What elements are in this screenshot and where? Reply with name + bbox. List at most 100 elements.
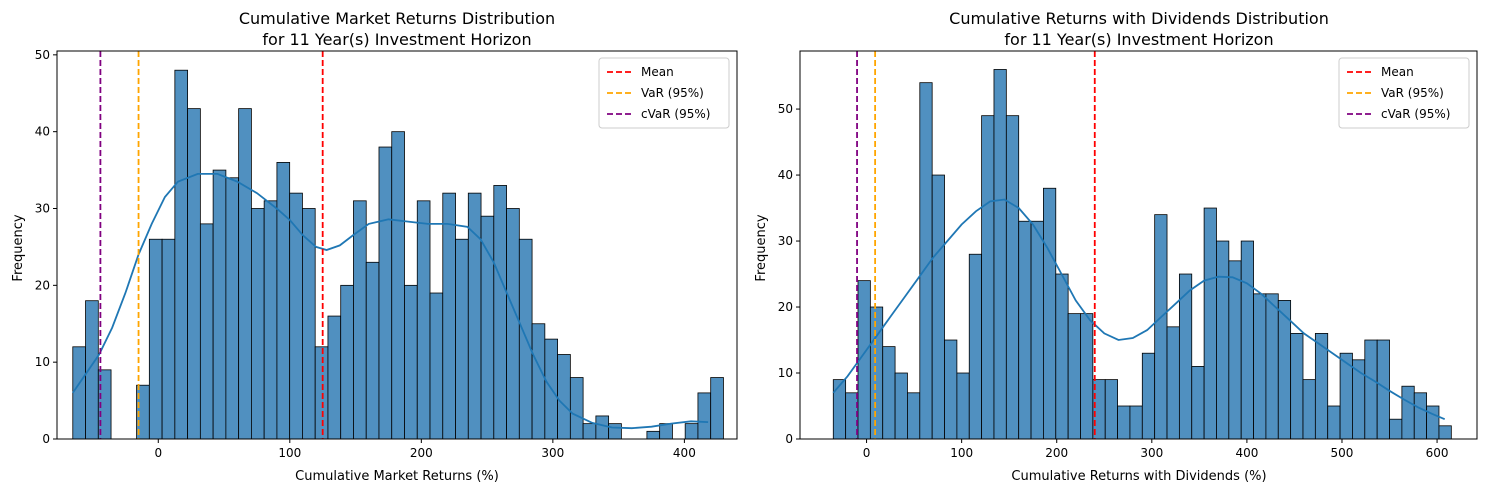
histogram-bar: [455, 238, 469, 440]
histogram-bar: [1104, 379, 1118, 440]
histogram-bar: [1141, 352, 1156, 440]
histogram-bar: [1191, 366, 1205, 440]
histogram-bar: [1327, 405, 1341, 440]
histogram-bar: [646, 430, 661, 440]
histogram-bar: [442, 192, 456, 440]
plot-area: 0 100 200 300 400 500 600 0 10 20 30 40 50 Mean VaR (9…: [778, 50, 1478, 460]
histogram-bar: [353, 200, 367, 440]
histogram-bar: [493, 185, 507, 440]
legend-label: VaR (95%): [1381, 86, 1444, 100]
histogram-bar: [263, 200, 278, 440]
chart-returns-with-dividends: Cumulative Returns with Dividends Distri…: [754, 9, 1478, 484]
y-axis-label: Frequency: [11, 214, 26, 281]
histogram-bar: [238, 108, 252, 440]
x-tick-label: 400: [673, 446, 696, 460]
histogram-bar: [907, 392, 921, 440]
chart-title-line1: Cumulative Returns with Dividends Distri…: [949, 9, 1329, 28]
axes-frame: [799, 50, 1478, 440]
y-tick-label: 50: [35, 48, 50, 62]
legend-label: cVaR (95%): [641, 107, 710, 121]
histogram-bar: [595, 415, 610, 440]
y-tick-label: 30: [35, 202, 50, 216]
x-tick-label: 100: [278, 446, 301, 460]
histogram-bar: [1228, 260, 1242, 440]
x-tick-label: 100: [950, 446, 973, 460]
y-tick-label: 0: [785, 432, 793, 446]
histogram-bar: [1030, 220, 1044, 440]
axes-frame: [56, 50, 738, 440]
histogram-bar: [1277, 300, 1292, 440]
histogram-bar: [1154, 214, 1168, 440]
histogram-bar: [944, 339, 958, 440]
histogram-bar: [569, 377, 584, 440]
histogram-bar: [212, 169, 227, 440]
histogram-bar: [506, 208, 520, 440]
histogram-bar: [404, 284, 418, 440]
histogram-bar: [931, 174, 945, 440]
x-tick-label: 200: [1045, 446, 1068, 460]
histogram-bar: [869, 306, 884, 440]
histogram-bar: [340, 284, 354, 440]
histogram-bar: [832, 379, 847, 440]
histogram-bar: [416, 200, 431, 440]
histogram-bar: [289, 192, 303, 440]
legend-label: Mean: [641, 65, 674, 79]
legend-label: Mean: [1381, 65, 1414, 79]
histogram-bar: [1129, 405, 1143, 440]
histogram-bar: [199, 223, 214, 440]
plot-area: 0 100 200 300 400 0 10 20 30 40 50 Mean VaR (95%) cVa…: [35, 48, 738, 460]
y-tick-label: 40: [35, 125, 50, 139]
histogram-bar: [882, 346, 896, 440]
histogram-bar: [1302, 379, 1316, 440]
chart-title-line1: Cumulative Market Returns Distribution: [239, 9, 555, 28]
histogram-bar: [148, 238, 163, 440]
chart-title-line2: for 11 Year(s) Investment Horizon: [262, 30, 531, 49]
histogram-bar: [845, 392, 859, 440]
histogram-bar: [894, 372, 908, 440]
x-tick-label: 600: [1426, 446, 1449, 460]
histogram-bar: [1290, 333, 1304, 440]
y-tick-label: 30: [778, 234, 793, 248]
histogram-bar: [72, 346, 86, 440]
kde-line: [72, 173, 709, 430]
x-tick-label: 400: [1235, 446, 1258, 460]
y-tick-label: 20: [35, 278, 50, 292]
histogram-bar: [187, 108, 201, 440]
y-tick-label: 20: [778, 300, 793, 314]
histogram-bar: [1043, 187, 1057, 440]
x-tick-label: 0: [863, 446, 871, 460]
legend: Mean VaR (95%) cVaR (95%): [1338, 57, 1470, 129]
x-tick-label: 0: [154, 446, 162, 460]
histogram-bar: [276, 162, 291, 440]
histogram-bar: [993, 69, 1007, 440]
histogram-bar: [1055, 273, 1069, 440]
histogram-bar: [531, 323, 546, 440]
histogram-bar: [225, 177, 240, 440]
kde-line: [832, 198, 1446, 421]
histogram-bar: [684, 423, 699, 440]
histogram-bar: [302, 208, 316, 440]
histogram-bar: [1005, 115, 1020, 440]
histogram-bar: [582, 423, 597, 440]
histogram-bar: [161, 238, 176, 440]
histogram-bar: [557, 354, 571, 440]
histogram-bar: [1389, 418, 1403, 440]
histogram-bar: [250, 208, 265, 440]
y-tick-label: 10: [35, 355, 50, 369]
histogram-bar: [608, 423, 622, 440]
histogram-bar: [378, 146, 393, 440]
histogram-bar: [1203, 207, 1217, 440]
histogram-bar: [1117, 405, 1131, 440]
chart-market-returns: Cumulative Market Returns Distribution f…: [11, 9, 738, 484]
histogram-bar: [697, 392, 712, 440]
x-axis-label: Cumulative Returns with Dividends (%): [1011, 469, 1266, 484]
histogram-bar: [429, 292, 444, 440]
histogram-bar: [956, 372, 970, 440]
histogram-bar: [1080, 313, 1094, 440]
histogram-bar: [174, 69, 189, 440]
histogram-bar: [1067, 313, 1081, 440]
legend-label: cVaR (95%): [1381, 107, 1450, 121]
histogram-bar: [1253, 293, 1267, 440]
y-tick-label: 40: [778, 168, 793, 182]
